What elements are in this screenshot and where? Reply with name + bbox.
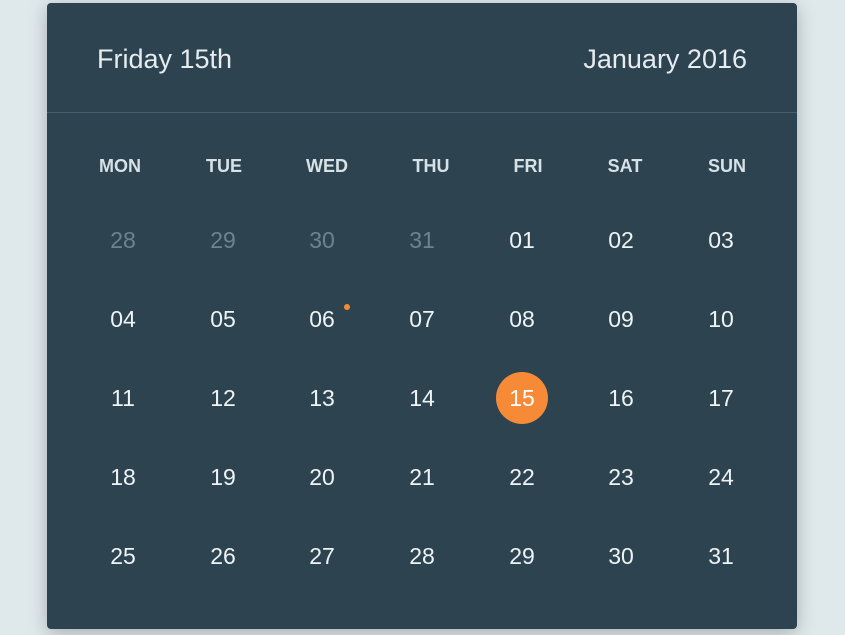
day-cell[interactable]: 09 xyxy=(608,306,634,332)
day-cell[interactable]: 06 xyxy=(309,306,335,332)
day-cell[interactable]: 30 xyxy=(608,543,634,569)
day-cell[interactable]: 03 xyxy=(708,227,734,253)
day-cell[interactable]: 24 xyxy=(708,464,734,490)
weekday-sat: SAT xyxy=(607,156,643,176)
day-cell[interactable]: 28 xyxy=(409,543,435,569)
day-cell[interactable]: 23 xyxy=(608,464,634,490)
day-cell-other-month[interactable]: 29 xyxy=(210,227,236,253)
day-cell[interactable]: 05 xyxy=(210,306,236,332)
day-grid: 28 29 30 31 01 02 03 04 05 06 07 08 09 10 11 12 13 14 15 16… xyxy=(47,3,797,629)
weekday-mon: MON xyxy=(99,156,141,176)
day-cell-other-month[interactable]: 31 xyxy=(409,227,435,253)
weekday-header-row: MON TUE WED THU FRI SAT SUN xyxy=(47,151,797,181)
weekday-tue: TUE xyxy=(206,156,242,176)
day-cell[interactable]: 08 xyxy=(509,306,535,332)
day-cell[interactable]: 16 xyxy=(608,385,634,411)
calendar-widget: Friday 15th January 2016 MON TUE WED THU FRI… xyxy=(47,3,797,629)
day-cell[interactable]: 04 xyxy=(110,306,136,332)
weekday-fri: FRI xyxy=(513,156,543,176)
day-cell[interactable]: 13 xyxy=(309,385,335,411)
weekday-sun: SUN xyxy=(707,156,746,176)
day-cell[interactable]: 21 xyxy=(409,464,435,490)
day-cell-selected[interactable]: 15 xyxy=(496,372,548,424)
event-indicator-dot xyxy=(344,304,350,310)
day-cell[interactable]: 10 xyxy=(708,306,734,332)
day-cell-other-month[interactable]: 28 xyxy=(110,227,136,253)
day-cell[interactable]: 07 xyxy=(409,306,435,332)
day-cell[interactable]: 12 xyxy=(210,385,236,411)
calendar-header: Friday 15th January 2016 xyxy=(47,3,797,113)
selected-date-label: Friday 15th xyxy=(97,44,233,74)
weekday-thu: THU xyxy=(412,156,450,176)
current-month-label[interactable]: January 2016 xyxy=(583,44,747,74)
day-cell-other-month[interactable]: 30 xyxy=(309,227,335,253)
day-cell[interactable]: 17 xyxy=(708,385,734,411)
day-cell[interactable]: 20 xyxy=(309,464,335,490)
day-cell[interactable]: 29 xyxy=(509,543,535,569)
day-cell[interactable]: 14 xyxy=(409,385,435,411)
day-cell[interactable]: 31 xyxy=(708,543,734,569)
weekday-wed: WED xyxy=(306,156,348,176)
day-cell[interactable]: 25 xyxy=(110,543,136,569)
day-cell[interactable]: 02 xyxy=(608,227,634,253)
day-cell[interactable]: 01 xyxy=(509,227,535,253)
day-cell[interactable]: 18 xyxy=(110,464,136,490)
day-cell[interactable]: 19 xyxy=(210,464,236,490)
day-cell[interactable]: 22 xyxy=(509,464,535,490)
day-cell[interactable]: 27 xyxy=(309,543,335,569)
day-cell[interactable]: 11 xyxy=(111,385,135,411)
day-cell[interactable]: 26 xyxy=(210,543,236,569)
